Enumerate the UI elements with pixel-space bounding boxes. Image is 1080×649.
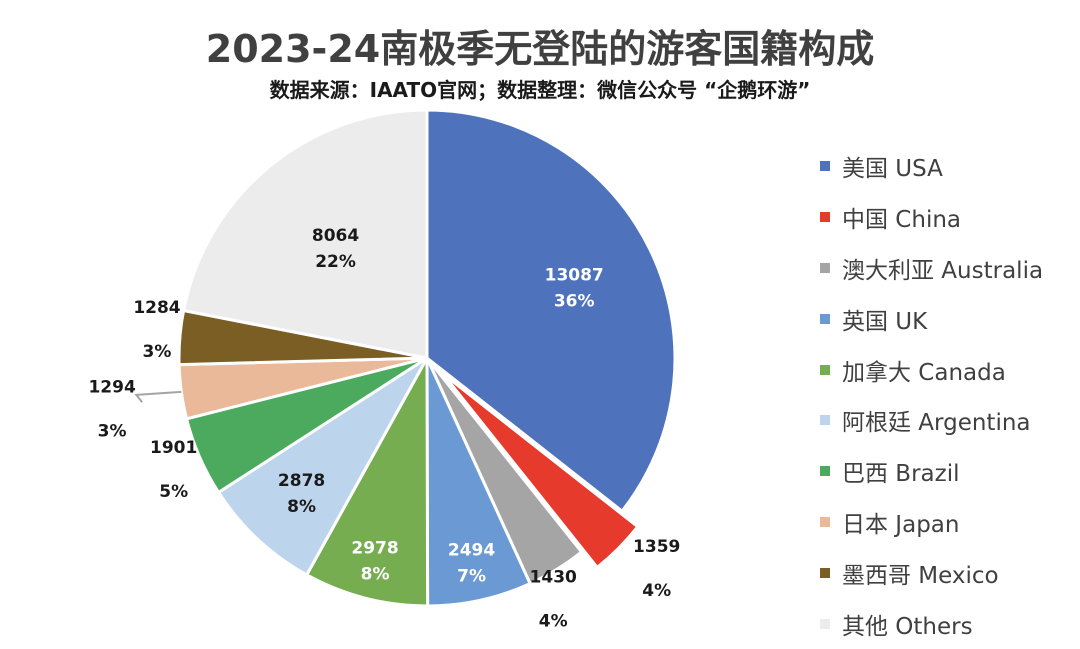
legend-item-china: 中国 China <box>820 192 1043 243</box>
legend-item-mexico: 墨西哥 Mexico <box>820 547 1043 598</box>
value-label-china: 1359 <box>633 537 680 557</box>
legend-swatch <box>820 466 830 477</box>
data-labels: 13087 36% 1359 4% 1430 4% 2494 7% 2978 8% 2878 8% 19… <box>88 226 680 632</box>
legend-label: 美国 USA <box>842 156 943 183</box>
legend-swatch <box>820 415 830 426</box>
legend-label: 其他 Others <box>842 613 973 640</box>
pie-slice-usa <box>425 108 677 514</box>
pie-slice-china <box>441 372 640 570</box>
legend-item-australia: 澳大利亚 Australia <box>820 243 1043 294</box>
percent-label-uk: 7% <box>457 566 486 586</box>
percent-label-others: 22% <box>315 252 356 272</box>
legend-swatch <box>820 364 830 375</box>
legend-label: 英国 UK <box>842 308 928 335</box>
legend-label: 加拿大 Canada <box>842 359 1006 386</box>
value-label-australia: 1430 <box>530 568 577 588</box>
pie-slices <box>177 108 677 608</box>
leader-lines <box>134 390 182 403</box>
legend-swatch <box>820 313 830 324</box>
pie-slice-uk <box>425 357 533 608</box>
pie-slice-argentina <box>216 356 429 577</box>
legend-item-canada: 加拿大 Canada <box>820 344 1043 395</box>
legend-item-argentina: 阿根廷 Argentina <box>820 395 1043 446</box>
legend-label: 巴西 Brazil <box>842 461 960 488</box>
legend-item-japan: 日本 Japan <box>820 497 1043 548</box>
percent-label-canada: 8% <box>361 565 390 585</box>
legend-swatch <box>820 618 830 629</box>
value-label-uk: 2494 <box>448 540 495 560</box>
legend-label: 墨西哥 Mexico <box>842 562 999 589</box>
legend-item-others: 其他 Others <box>820 598 1043 649</box>
legend-item-uk: 英国 UK <box>820 293 1043 344</box>
value-label-japan: 1294 <box>88 377 135 397</box>
leader-line-japan <box>134 390 182 403</box>
percent-label-argentina: 8% <box>287 497 316 517</box>
value-label-mexico: 1284 <box>133 298 180 318</box>
legend: 美国 USA 中国 China 澳大利亚 Australia 英国 UK 加拿大 Can… <box>820 141 1043 649</box>
value-label-canada: 2978 <box>351 539 398 559</box>
legend-swatch <box>820 567 830 578</box>
percent-label-brazil: 5% <box>159 482 188 502</box>
percent-label-china: 4% <box>642 581 671 601</box>
legend-item-usa: 美国 USA <box>820 141 1043 192</box>
legend-swatch <box>820 161 830 172</box>
percent-label-usa: 36% <box>554 291 595 311</box>
value-label-others: 8064 <box>312 226 359 246</box>
legend-swatch <box>820 212 830 223</box>
value-label-argentina: 2878 <box>278 471 325 491</box>
percent-label-australia: 4% <box>539 612 568 632</box>
chart-subtitle: 数据来源：IAATO官网；数据整理：微信公众号 “企鹅环游” <box>269 78 811 102</box>
percent-label-japan: 3% <box>98 421 127 441</box>
chart-title: 2023-24南极季无登陆的游客国籍构成 <box>205 27 875 71</box>
legend-swatch <box>820 262 830 273</box>
value-label-usa: 13087 <box>545 265 604 285</box>
legend-label: 中国 China <box>842 207 962 234</box>
legend-swatch <box>820 516 830 527</box>
legend-item-brazil: 巴西 Brazil <box>820 446 1043 497</box>
pie-slice-others <box>181 108 429 360</box>
legend-label: 阿根廷 Argentina <box>842 410 1031 437</box>
value-label-brazil: 1901 <box>150 438 197 458</box>
pie-slice-canada <box>304 352 430 608</box>
legend-label: 澳大利亚 Australia <box>842 257 1044 284</box>
percent-label-mexico: 3% <box>143 342 172 362</box>
legend-label: 日本 Japan <box>842 511 960 538</box>
